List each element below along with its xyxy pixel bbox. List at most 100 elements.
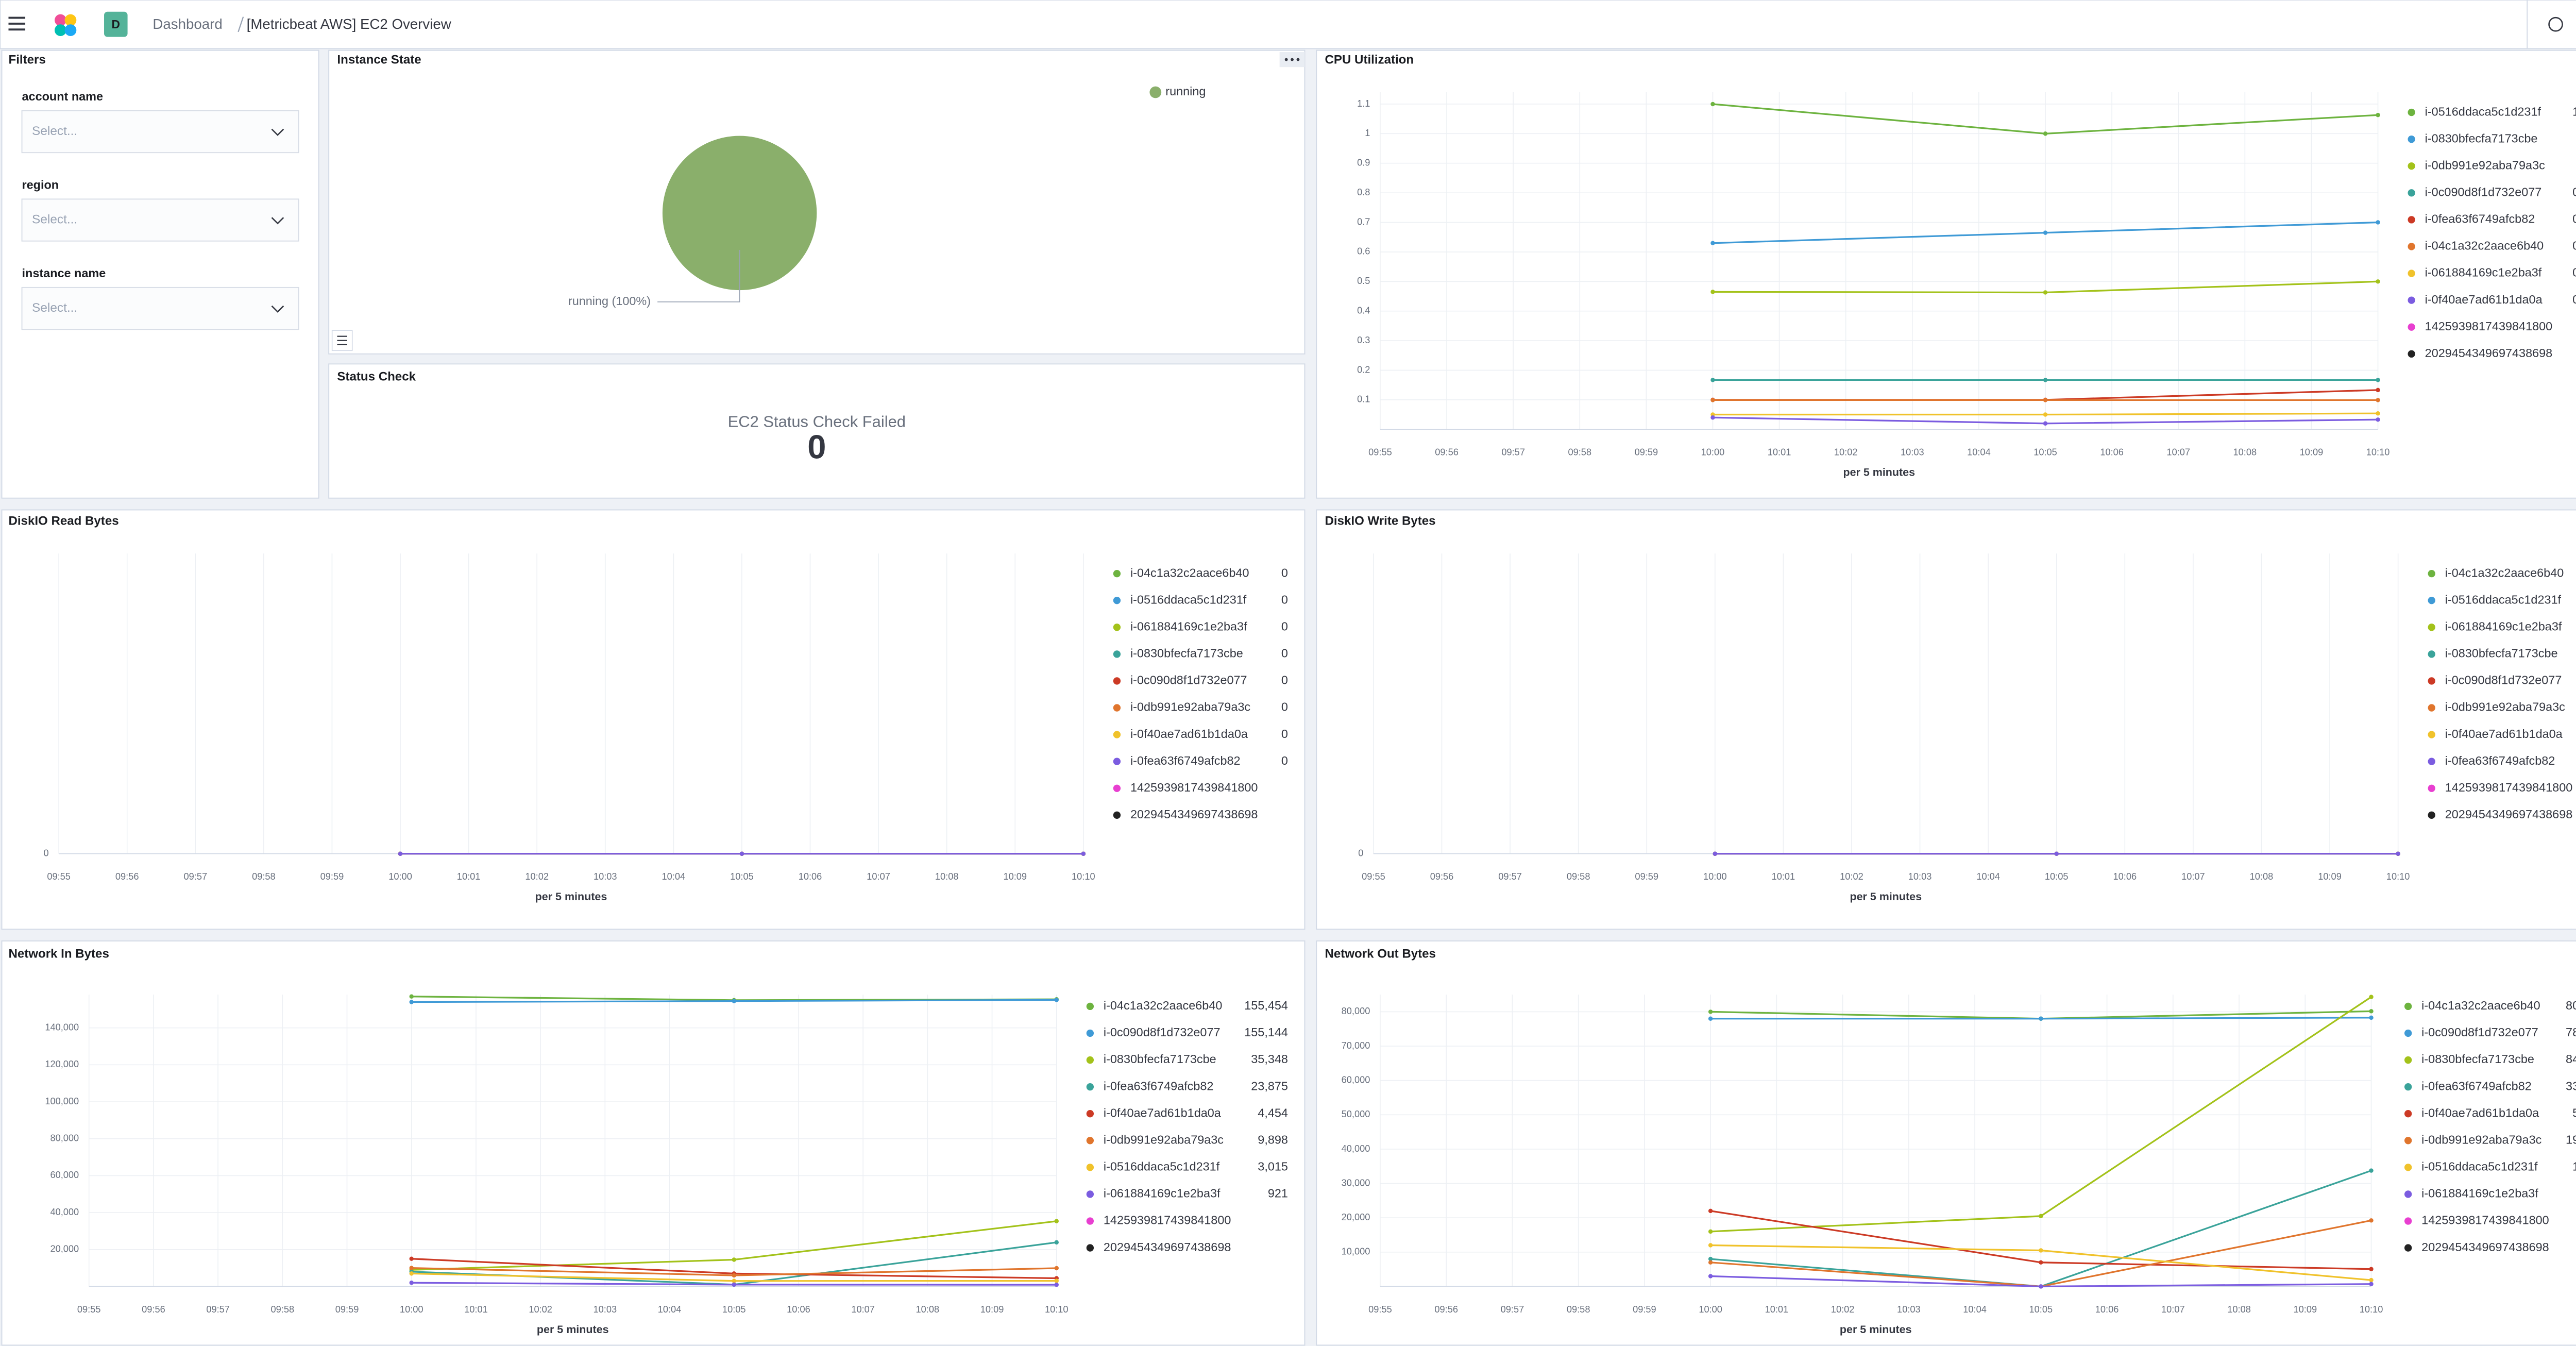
legend-label[interactable]: i-061884169c1e2ba3f bbox=[1104, 1187, 1221, 1200]
x-tick-label: 10:02 bbox=[525, 871, 549, 882]
legend-label[interactable]: i-04c1a32c2aace6b40 bbox=[2425, 239, 2544, 253]
legend-value: 0.099 bbox=[2572, 239, 2576, 253]
legend-label[interactable]: i-0830bfecfa7173cbe bbox=[1104, 1052, 1216, 1066]
panel bbox=[1316, 509, 2576, 930]
space-avatar[interactable] bbox=[104, 11, 128, 37]
legend-label[interactable]: i-0db991e92aba79a3c bbox=[2421, 1133, 2541, 1146]
x-tick-label: 10:09 bbox=[2294, 1304, 2317, 1315]
legend-label[interactable]: i-04c1a32c2aace6b40 bbox=[1130, 566, 1249, 579]
legend-label[interactable]: i-0db991e92aba79a3c bbox=[2445, 700, 2565, 714]
legend-dot bbox=[1113, 731, 1121, 738]
legend-label[interactable]: 1425939817439841800 bbox=[1130, 781, 1258, 794]
x-tick-label: 10:04 bbox=[1963, 1304, 1987, 1315]
logo[interactable] bbox=[54, 14, 77, 36]
legend-label[interactable]: i-0fea63f6749afcb82 bbox=[1130, 754, 1241, 767]
legend-label[interactable]: i-0830bfecfa7173cbe bbox=[2421, 1052, 2534, 1066]
legend-label[interactable]: i-0c090d8f1d732e077 bbox=[2421, 1025, 2538, 1039]
legend-dot bbox=[2408, 243, 2415, 250]
legend-label[interactable]: i-0fea63f6749afcb82 bbox=[2425, 212, 2535, 226]
legend-label[interactable]: i-0fea63f6749afcb82 bbox=[2421, 1079, 2532, 1092]
legend-dot bbox=[2428, 677, 2435, 685]
legend-label[interactable]: i-0c090d8f1d732e077 bbox=[2445, 674, 2562, 687]
legend-value: 0.167 bbox=[2572, 185, 2576, 198]
legend-label[interactable]: 2029454349697438698 bbox=[2445, 807, 2573, 821]
x-tick-label: 10:08 bbox=[2233, 447, 2257, 458]
legend-label[interactable]: i-061884169c1e2ba3f bbox=[2421, 1187, 2538, 1200]
y-tick-label: 50,000 bbox=[1342, 1109, 1370, 1119]
legend-label[interactable]: 2029454349697438698 bbox=[1130, 807, 1258, 821]
legend-dot bbox=[1086, 1056, 1094, 1064]
legend-label[interactable]: i-0f40ae7ad61b1da0a bbox=[1104, 1106, 1222, 1119]
data-point bbox=[1708, 1256, 1713, 1261]
legend-label[interactable]: i-061884169c1e2ba3f bbox=[2445, 619, 2562, 633]
legend-label[interactable]: i-0c090d8f1d732e077 bbox=[1104, 1025, 1221, 1039]
legend-label[interactable]: i-0830bfecfa7173cbe bbox=[1130, 647, 1243, 660]
legend-dot bbox=[2404, 1002, 2412, 1011]
legend-label[interactable]: i-0516ddaca5c1d231f bbox=[2425, 105, 2541, 118]
panel-title: Filters bbox=[8, 53, 45, 67]
x-tick-label: 10:01 bbox=[1765, 1304, 1789, 1315]
legend-label[interactable]: 1425939817439841800 bbox=[1104, 1214, 1231, 1227]
legend-label[interactable]: i-0516ddaca5c1d231f bbox=[1104, 1160, 1220, 1173]
y-tick-label: 40,000 bbox=[1342, 1143, 1370, 1154]
legend-label[interactable]: 2029454349697438698 bbox=[2421, 1240, 2549, 1254]
x-tick-label: 09:57 bbox=[206, 1304, 230, 1315]
dropdown[interactable] bbox=[21, 287, 299, 330]
menu-button[interactable] bbox=[8, 16, 26, 31]
x-tick-label: 10:02 bbox=[1840, 871, 1863, 882]
x-tick-label: 09:57 bbox=[1501, 447, 1525, 458]
legend-label[interactable]: i-0db991e92aba79a3c bbox=[1130, 700, 1250, 714]
legend-label[interactable]: i-0830bfecfa7173cbe bbox=[2425, 131, 2538, 145]
panel-options[interactable] bbox=[1279, 52, 1305, 68]
dropdown[interactable] bbox=[21, 198, 299, 242]
legend-label[interactable]: 2029454349697438698 bbox=[1104, 1240, 1231, 1254]
breadcrumb[interactable]: Dashboard bbox=[152, 16, 222, 32]
y-tick-label: 100,000 bbox=[45, 1096, 79, 1106]
data-point bbox=[409, 1000, 414, 1004]
placeholder: Select... bbox=[32, 124, 77, 138]
data-point bbox=[2043, 290, 2048, 295]
legend-dot bbox=[2404, 1164, 2412, 1171]
legend-toggle[interactable] bbox=[331, 330, 353, 351]
legend-label[interactable]: 1425939817439841800 bbox=[2425, 319, 2553, 333]
x-tick-label: 09:55 bbox=[1368, 447, 1392, 458]
x-tick-label: 10:09 bbox=[2300, 447, 2324, 458]
legend-label[interactable]: i-0c090d8f1d732e077 bbox=[1130, 674, 1247, 687]
x-tick-label: 10:10 bbox=[2386, 871, 2410, 882]
chevron bbox=[271, 128, 284, 136]
legend-label[interactable]: i-0fea63f6749afcb82 bbox=[2445, 754, 2555, 767]
legend-label[interactable]: i-0db991e92aba79a3c bbox=[2425, 158, 2545, 172]
legend-dot bbox=[1113, 650, 1121, 658]
x-tick-label: 10:04 bbox=[1967, 447, 1991, 458]
x-tick-label: 09:55 bbox=[1368, 1304, 1392, 1315]
legend-label[interactable]: i-0c090d8f1d732e077 bbox=[2425, 185, 2542, 198]
legend-label[interactable]: i-0516ddaca5c1d231f bbox=[2445, 593, 2562, 606]
data-point bbox=[2043, 412, 2048, 417]
legend-label[interactable]: i-0516ddaca5c1d231f bbox=[2421, 1160, 2538, 1173]
legend-dot bbox=[1086, 1164, 1094, 1171]
x-tick-label: 10:05 bbox=[2029, 1304, 2053, 1315]
help-icon[interactable] bbox=[2548, 16, 2563, 32]
legend-label[interactable]: i-0f40ae7ad61b1da0a bbox=[2421, 1106, 2539, 1119]
dropdown[interactable] bbox=[21, 110, 299, 154]
x-axis-title: per 5 minutes bbox=[1840, 1323, 1912, 1336]
legend-label[interactable]: i-0fea63f6749afcb82 bbox=[1104, 1079, 1214, 1092]
legend-label[interactable]: i-0830bfecfa7173cbe bbox=[2445, 647, 2558, 660]
legend-label[interactable]: i-04c1a32c2aace6b40 bbox=[2421, 999, 2540, 1012]
legend-label[interactable]: i-0516ddaca5c1d231f bbox=[1130, 593, 1247, 606]
legend-label[interactable]: i-0f40ae7ad61b1da0a bbox=[2445, 727, 2563, 741]
legend-label[interactable]: 2029454349697438698 bbox=[2425, 346, 2553, 360]
legend-label[interactable]: running bbox=[1165, 85, 1206, 98]
data-point bbox=[1054, 1282, 1059, 1287]
legend-label[interactable]: i-04c1a32c2aace6b40 bbox=[2445, 566, 2564, 579]
legend-label[interactable]: i-061884169c1e2ba3f bbox=[1130, 619, 1247, 633]
legend-label[interactable]: 1425939817439841800 bbox=[2421, 1214, 2549, 1227]
legend-label[interactable]: i-0db991e92aba79a3c bbox=[1104, 1133, 1224, 1146]
legend-label[interactable]: i-061884169c1e2ba3f bbox=[2425, 266, 2542, 279]
legend-label[interactable]: i-04c1a32c2aace6b40 bbox=[1104, 999, 1223, 1012]
legend-label[interactable]: i-0f40ae7ad61b1da0a bbox=[1130, 727, 1248, 741]
legend-label[interactable]: 1425939817439841800 bbox=[2445, 781, 2573, 794]
legend-label[interactable]: i-0f40ae7ad61b1da0a bbox=[2425, 293, 2543, 306]
legend-dot bbox=[1113, 597, 1121, 604]
